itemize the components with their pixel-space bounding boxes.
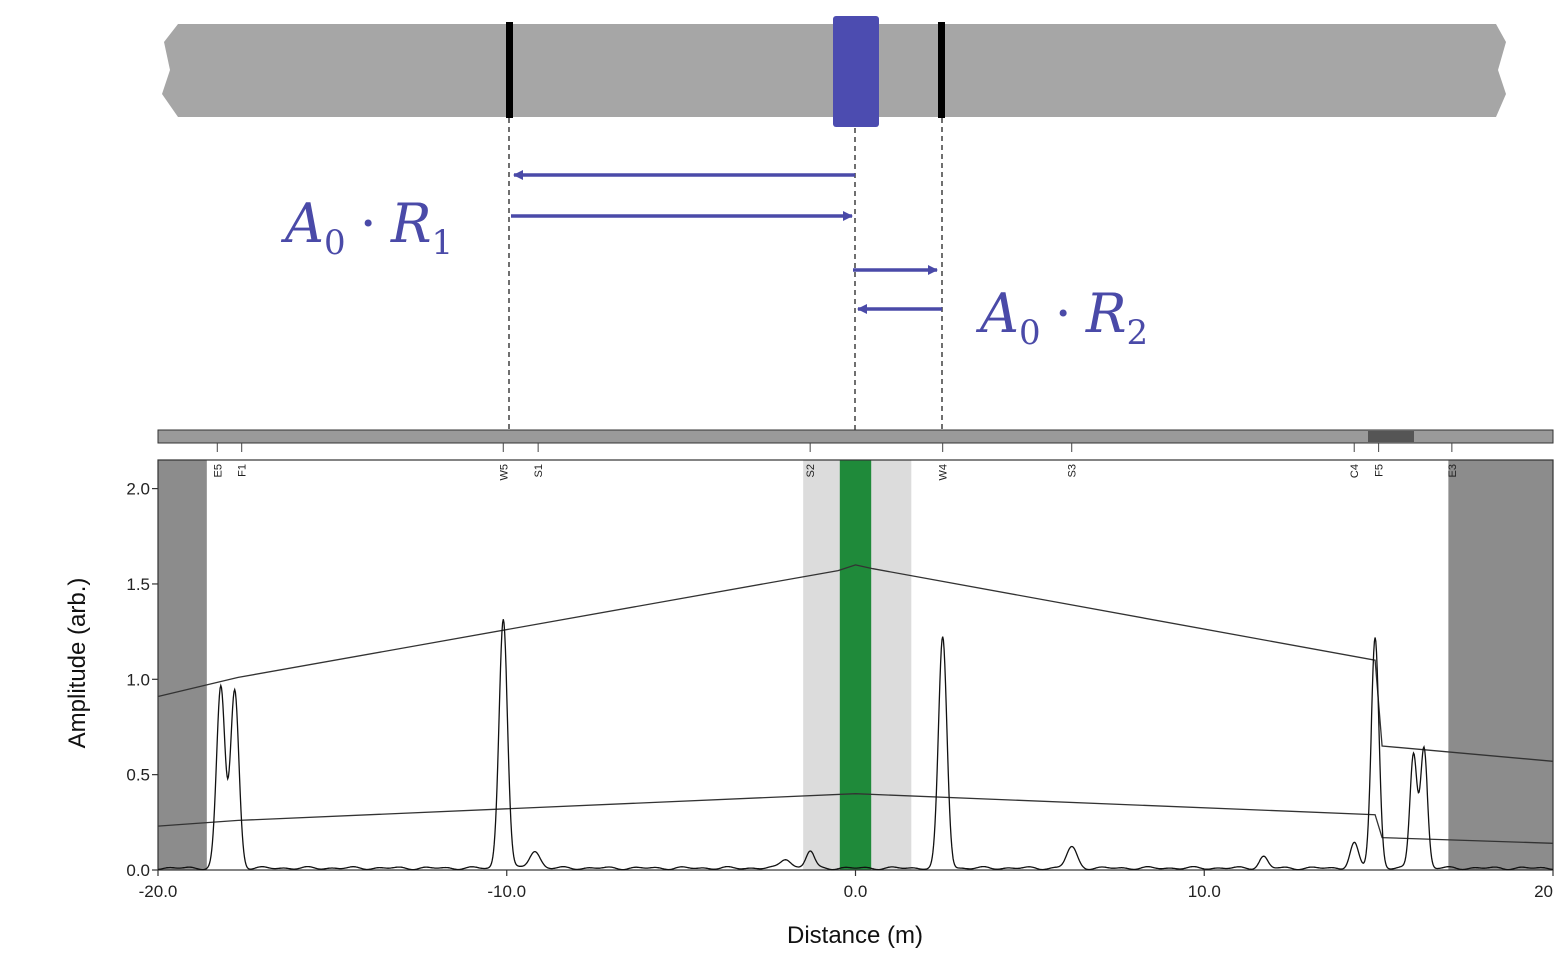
x-tick-label-2: 0.0 [844,882,868,901]
formula-right-sub2: 2 [1126,313,1148,353]
x-tick-label-4: 20 [1534,882,1553,901]
arrows [511,170,942,314]
formula-left-sub1: 1 [431,223,453,263]
feature-label-8: F5 [1374,464,1386,477]
formula-right-dot: · [1055,282,1072,345]
x-tick-label-0: -20.0 [139,882,178,901]
x-tick-label-3: 10.0 [1188,882,1221,901]
shaded-region-0 [158,460,207,870]
plot-area: E5 F1 W5 S1 S2 W4 S3 C4 F5 E3 0.0 0.5 1.0 1.5 2.0 -20.0… [126,443,1554,901]
series-lower-envelope [157,793,1554,844]
formula-left-dot: · [360,192,377,255]
strip-marker [1368,431,1414,442]
source-block [833,16,879,127]
series-upper-envelope [157,564,1554,762]
feature-label-6: S3 [1067,464,1079,477]
series-signal [157,619,1554,871]
feature-label-7: C4 [1349,464,1361,478]
guide-lines [508,118,943,430]
y-tick-label-0: 0.0 [126,861,150,880]
feature-label-0: E5 [212,464,224,477]
x-axis-title: Distance (m) [787,922,923,949]
y-axis-title: Amplitude (arb.) [64,578,91,749]
y-tick-label-1: 0.5 [126,766,150,785]
formula-right: A0 · R2 [975,282,1148,353]
formula-left-sub0: 0 [324,223,346,263]
formula-left: A0 · R1 [280,192,453,263]
formula-right-symbol2: R [1085,282,1127,345]
feature-label-1: F1 [237,464,249,477]
shaded-region-3 [839,460,872,870]
y-tick-label-4: 2.0 [126,480,150,499]
feature-label-4: S2 [805,464,817,477]
schematic: A0 · R1 A0 · R2 [162,16,1506,430]
reflector-right [938,22,945,118]
formula-right-sub0: 0 [1019,313,1041,353]
x-tick-label-1: -10.0 [487,882,526,901]
feature-label-3: S1 [533,464,545,477]
shaded-region-1 [1448,460,1553,870]
reflector-left [506,22,513,118]
strip-bar [157,429,1554,444]
formula-left-symbol: A [280,192,324,255]
feature-label-5: W4 [938,464,950,481]
feature-label-9: E3 [1447,464,1459,477]
plot-strip [157,429,1554,444]
formula-right-symbol: A [975,282,1019,345]
y-tick-label-3: 1.5 [126,575,150,594]
feature-label-2: W5 [498,464,510,481]
y-tick-label-2: 1.0 [126,670,150,689]
formula-left-symbol2: R [390,192,432,255]
